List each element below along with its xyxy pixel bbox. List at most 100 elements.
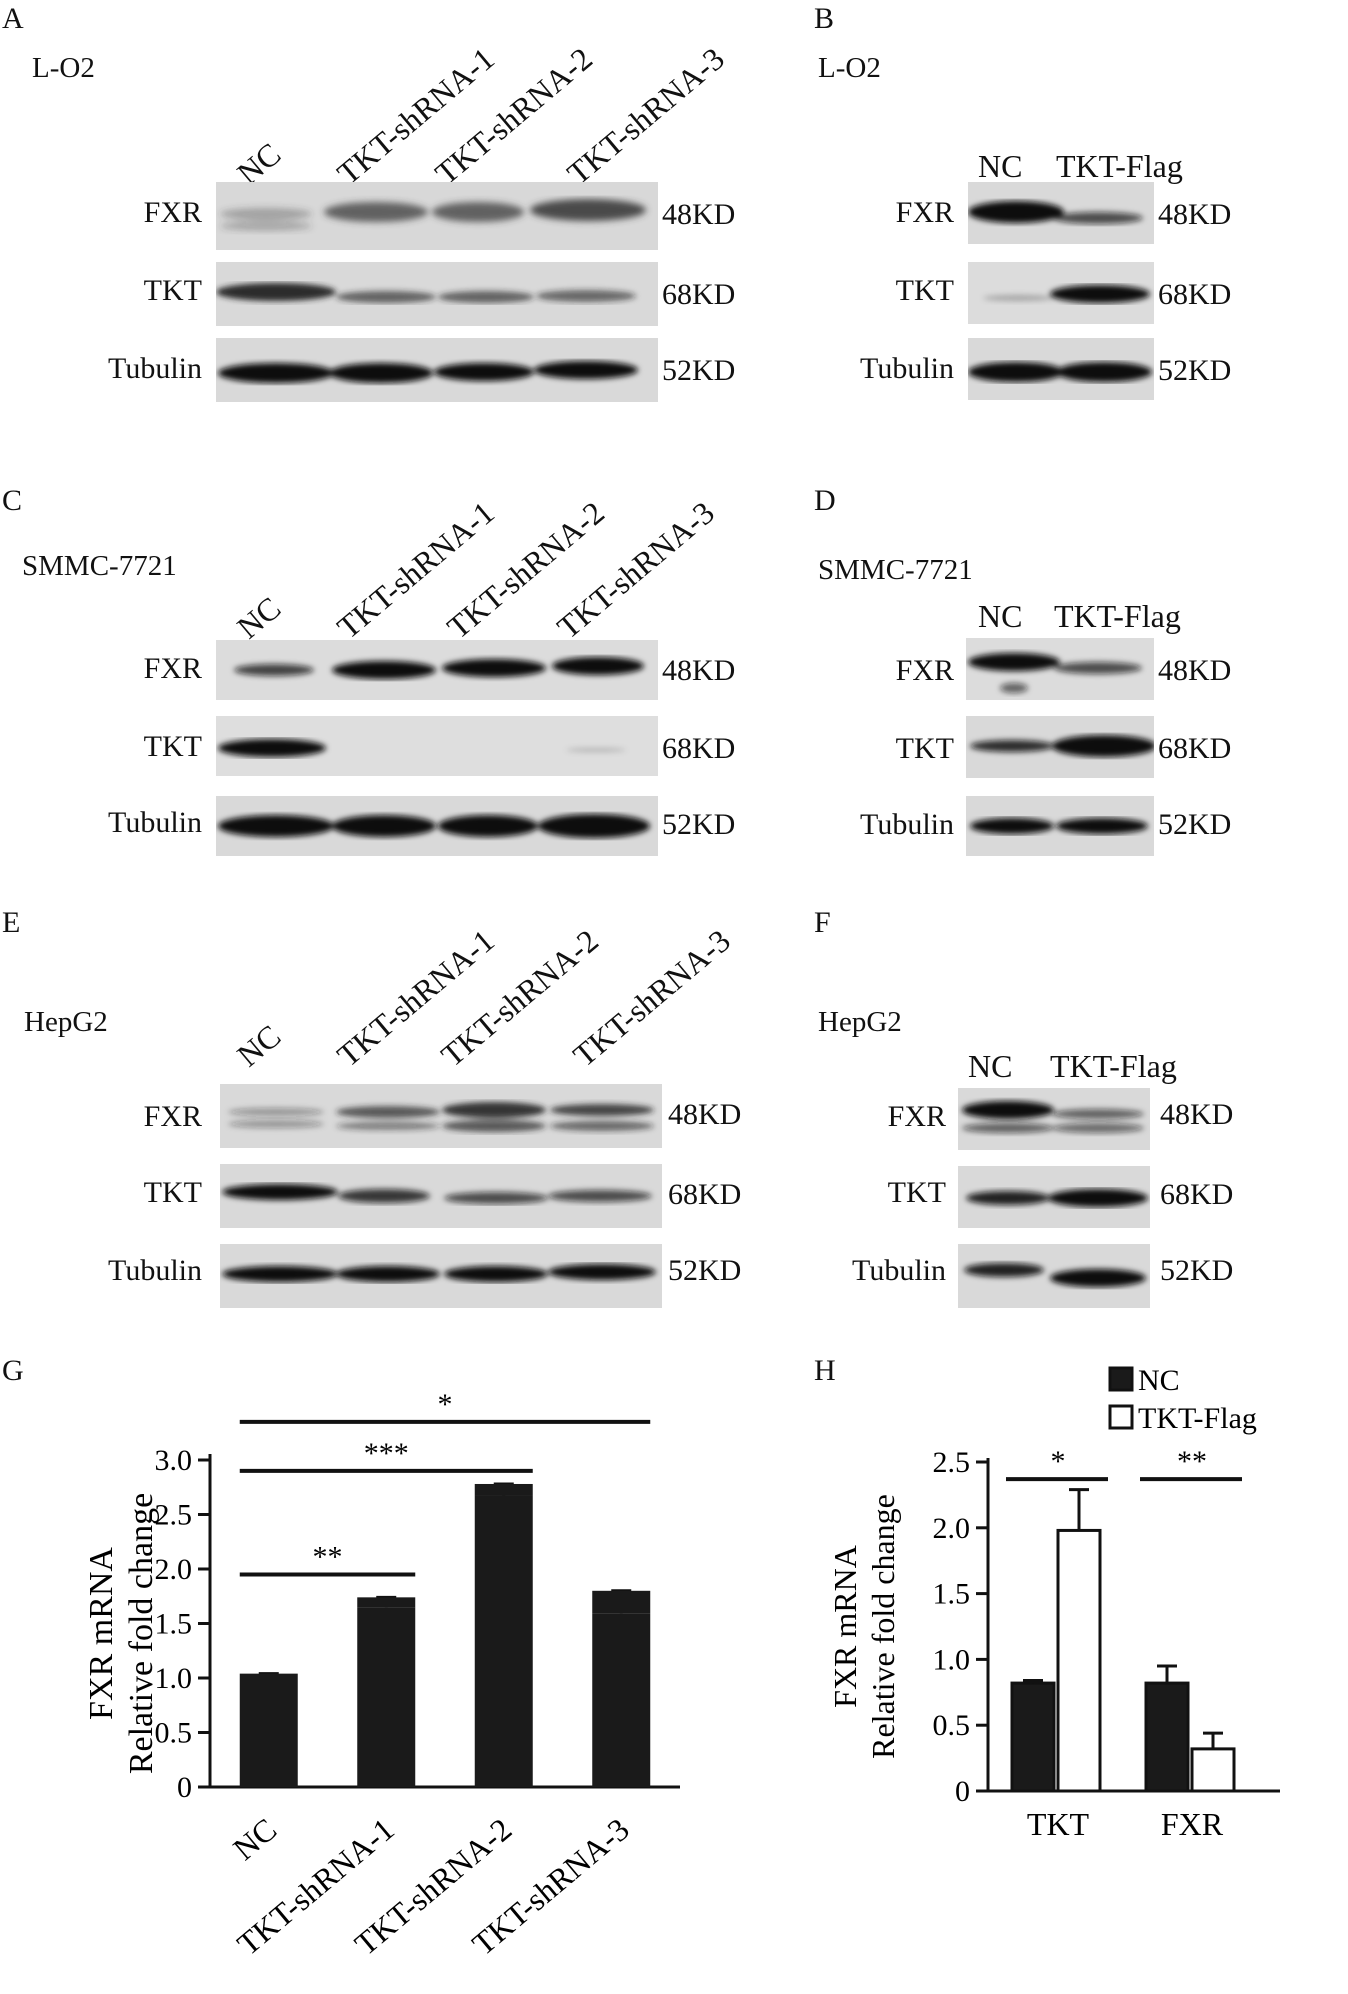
western-blot-tubulin bbox=[220, 1244, 662, 1308]
molecular-weight-label: 68KD bbox=[1158, 732, 1232, 765]
significance-label: * bbox=[1051, 1445, 1066, 1478]
bar-chart-h: 0 0.5 1.0 1.5 2.0 2.5 TKT * FXR ** NC TKT-Flag FXR m… bbox=[827, 1364, 1280, 1842]
blot-row-label: TKT bbox=[895, 274, 954, 307]
error-bar-fill bbox=[592, 1590, 651, 1614]
y-tick-label: 3.0 bbox=[155, 1444, 193, 1477]
y-axis-label: FXR mRNA bbox=[83, 1547, 120, 1720]
molecular-weight-label: 52KD bbox=[1160, 1254, 1234, 1287]
legend-label: NC bbox=[1138, 1364, 1180, 1397]
lane-label: NC bbox=[230, 589, 288, 646]
lane-label: TKT-Flag bbox=[1050, 1048, 1177, 1084]
lane-label: NC bbox=[978, 598, 1023, 634]
molecular-weight-label: 52KD bbox=[662, 808, 736, 841]
molecular-weight-label: 52KD bbox=[1158, 354, 1232, 387]
error-bar-fill bbox=[239, 1673, 298, 1678]
cell-line-label: L-O2 bbox=[818, 52, 881, 84]
cell-line-label: L-O2 bbox=[32, 52, 95, 84]
molecular-weight-label: 68KD bbox=[1160, 1178, 1234, 1211]
western-blot-tkt bbox=[220, 1164, 662, 1228]
blot-row-label: Tubulin bbox=[108, 352, 202, 385]
y-tick-label: 1.0 bbox=[933, 1643, 971, 1676]
error-bar-fill bbox=[357, 1597, 416, 1608]
western-blot-fxr bbox=[966, 638, 1154, 700]
panel-letter: B bbox=[814, 2, 835, 35]
cell-line-label: SMMC-7721 bbox=[22, 550, 177, 582]
bar-chart-g: 00.51.01.52.02.53.0NCTKT-shRNA-1TKT-shRN… bbox=[83, 1388, 680, 1962]
western-blot-tubulin bbox=[216, 796, 658, 856]
bar bbox=[1190, 1747, 1236, 1793]
bar bbox=[239, 1678, 298, 1787]
y-tick-label: 2.5 bbox=[155, 1499, 193, 1532]
y-tick-label: 2.0 bbox=[155, 1553, 193, 1586]
panel-letter: F bbox=[814, 906, 831, 939]
molecular-weight-label: 52KD bbox=[668, 1254, 742, 1287]
molecular-weight-label: 48KD bbox=[1158, 198, 1232, 231]
western-blot-tkt bbox=[216, 716, 658, 776]
western-blot-tkt bbox=[968, 262, 1154, 324]
bar bbox=[474, 1495, 533, 1787]
significance-label: *** bbox=[364, 1437, 409, 1470]
blot-row-label: TKT bbox=[887, 1176, 946, 1209]
lane-label: NC bbox=[230, 1017, 288, 1074]
panel-letter: E bbox=[2, 906, 21, 939]
western-blot-tubulin bbox=[958, 1244, 1150, 1308]
panel-letter: H bbox=[814, 1354, 836, 1387]
western-blot-fxr bbox=[216, 182, 658, 250]
blot-row-label: TKT bbox=[143, 1176, 202, 1209]
blot-row-label: FXR bbox=[143, 196, 202, 229]
blot-row-label: TKT bbox=[143, 274, 202, 307]
cell-line-label: HepG2 bbox=[818, 1006, 902, 1038]
molecular-weight-label: 52KD bbox=[662, 354, 736, 387]
molecular-weight-label: 68KD bbox=[662, 732, 736, 765]
western-blot-fxr bbox=[220, 1084, 662, 1148]
molecular-weight-label: 68KD bbox=[668, 1178, 742, 1211]
western-blot-tubulin bbox=[216, 338, 658, 402]
y-tick-label: 0 bbox=[177, 1771, 192, 1804]
western-blot-tkt bbox=[216, 262, 658, 326]
bar bbox=[1144, 1681, 1190, 1793]
blot-row-label: TKT bbox=[895, 732, 954, 765]
y-tick-label: 0 bbox=[955, 1775, 970, 1808]
lane-label: TKT-Flag bbox=[1054, 598, 1181, 634]
significance-label: ** bbox=[1177, 1445, 1207, 1478]
blot-row-label: FXR bbox=[895, 654, 954, 687]
y-axis-label: Relative fold change bbox=[865, 1494, 901, 1759]
y-tick-label: 1.0 bbox=[155, 1662, 193, 1695]
panel-letter: D bbox=[814, 484, 836, 517]
bar bbox=[357, 1607, 416, 1787]
western-blot-fxr bbox=[958, 1088, 1150, 1150]
blot-row-label: FXR bbox=[143, 652, 202, 685]
molecular-weight-label: 48KD bbox=[662, 654, 736, 687]
western-blot-tubulin bbox=[966, 796, 1154, 856]
molecular-weight-label: 68KD bbox=[662, 278, 736, 311]
lane-label: NC bbox=[978, 148, 1023, 184]
blot-row-label: TKT bbox=[143, 730, 202, 763]
molecular-weight-label: 48KD bbox=[668, 1098, 742, 1131]
blot-row-label: FXR bbox=[895, 196, 954, 229]
blot-row-label: Tubulin bbox=[852, 1254, 946, 1287]
x-tick-label: NC bbox=[226, 1811, 283, 1867]
bar bbox=[1056, 1528, 1102, 1793]
blot-row-label: Tubulin bbox=[860, 808, 954, 841]
legend-swatch bbox=[1108, 1366, 1134, 1392]
molecular-weight-label: 48KD bbox=[662, 198, 736, 231]
y-tick-label: 0.5 bbox=[155, 1717, 193, 1750]
panel-letter: A bbox=[2, 2, 24, 35]
lane-label: TKT-Flag bbox=[1056, 148, 1183, 184]
western-blot-fxr bbox=[216, 640, 658, 700]
western-blot-tubulin bbox=[968, 338, 1154, 400]
western-blot-fxr bbox=[968, 182, 1154, 244]
y-tick-label: 1.5 bbox=[155, 1608, 193, 1641]
cell-line-label: SMMC-7721 bbox=[818, 554, 973, 586]
legend-swatch bbox=[1108, 1404, 1134, 1430]
panel-letter: C bbox=[2, 484, 23, 517]
error-bar-fill bbox=[474, 1483, 533, 1496]
y-tick-label: 2.5 bbox=[933, 1446, 971, 1479]
x-tick-label: TKT bbox=[1027, 1806, 1090, 1842]
panel-letter: G bbox=[2, 1354, 24, 1387]
lane-label: NC bbox=[968, 1048, 1013, 1084]
significance-label: ** bbox=[313, 1540, 343, 1573]
blot-row-label: FXR bbox=[143, 1100, 202, 1133]
blot-row-label: Tubulin bbox=[108, 806, 202, 839]
